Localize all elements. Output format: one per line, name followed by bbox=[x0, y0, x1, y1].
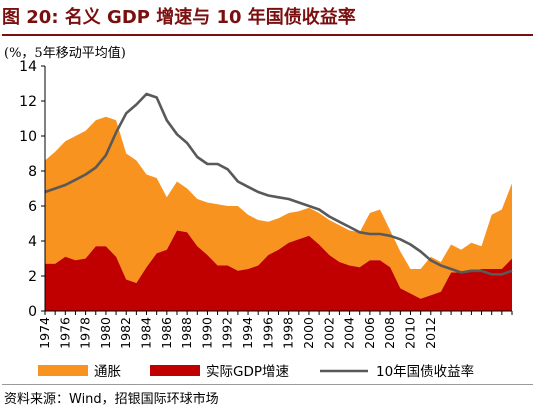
x-tick-label: 1996 bbox=[260, 317, 275, 349]
x-tick-label: 2006 bbox=[362, 317, 377, 349]
x-tick-label: 1978 bbox=[78, 317, 93, 349]
legend-inflation-swatch bbox=[38, 365, 88, 376]
x-tick-label: 1986 bbox=[159, 317, 174, 349]
unit-note: (%，5年移动平均值) bbox=[4, 46, 126, 61]
series-inflation-area bbox=[45, 116, 512, 299]
x-tick-label: 1992 bbox=[220, 317, 235, 349]
x-tick-label: 2002 bbox=[321, 317, 336, 349]
y-tick-label: 4 bbox=[28, 234, 37, 250]
x-tick-label: 1994 bbox=[240, 317, 255, 349]
x-tick-label: 2004 bbox=[342, 317, 357, 349]
x-tick-label: 2012 bbox=[423, 317, 438, 349]
y-tick-label: 8 bbox=[28, 164, 37, 180]
y-tick-label: 12 bbox=[19, 94, 37, 110]
legend-inflation-label: 通胀 bbox=[94, 364, 121, 380]
line-layer bbox=[44, 92, 513, 276]
x-tick-label: 1982 bbox=[118, 317, 133, 349]
x-tick-label: 1988 bbox=[179, 317, 194, 349]
y-tick-label: 10 bbox=[19, 129, 37, 145]
area-layer bbox=[45, 116, 512, 311]
x-tick-label: 1984 bbox=[139, 317, 154, 349]
source-note: 资料来源：Wind，招银国际环球市场 bbox=[4, 392, 219, 407]
x-tick-label: 1976 bbox=[57, 317, 72, 349]
legend-real-gdp-swatch bbox=[150, 365, 200, 376]
series-real-gdp-area bbox=[45, 230, 512, 311]
legend: 通胀 实际GDP增速 10年国债收益率 bbox=[38, 363, 474, 380]
x-tick-label: 1990 bbox=[199, 317, 214, 349]
figure-title: 图 20: 名义 GDP 增速与 10 年国债收益率 bbox=[2, 7, 356, 28]
x-tick-label: 2000 bbox=[301, 317, 316, 349]
y-tick-label: 14 bbox=[19, 59, 37, 75]
source-divider bbox=[2, 384, 533, 385]
x-tick-label: 2010 bbox=[402, 317, 417, 349]
axes: 0 2 4 6 8 10 12 14 1974 1976 1978 1980 1982 1984 1986 1… bbox=[19, 59, 513, 349]
series-bond-yield-line bbox=[44, 92, 513, 276]
y-tick-label: 2 bbox=[28, 269, 37, 285]
y-tick-label: 0 bbox=[28, 304, 37, 320]
title-divider bbox=[2, 34, 533, 36]
x-tick-label: 1980 bbox=[98, 317, 113, 349]
x-tick-label: 1974 bbox=[37, 317, 52, 349]
legend-real-gdp-label: 实际GDP增速 bbox=[206, 364, 289, 380]
x-tick-label: 1998 bbox=[281, 317, 296, 349]
x-tick-label: 2008 bbox=[382, 317, 397, 349]
y-tick-label: 6 bbox=[28, 199, 37, 215]
legend-bond-yield-label: 10年国债收益率 bbox=[376, 363, 474, 380]
